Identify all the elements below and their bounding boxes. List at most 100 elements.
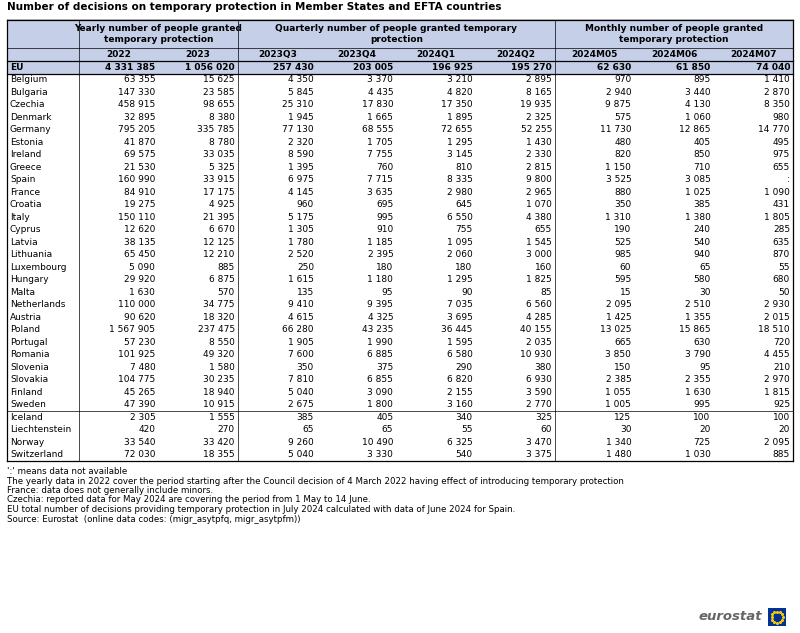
Text: 595: 595 bbox=[614, 275, 631, 284]
Text: 13 025: 13 025 bbox=[600, 325, 631, 334]
Text: 1 185: 1 185 bbox=[367, 238, 394, 247]
Text: 850: 850 bbox=[694, 150, 710, 160]
Text: 4 925: 4 925 bbox=[209, 200, 234, 210]
Text: 65: 65 bbox=[302, 425, 314, 434]
Text: 975: 975 bbox=[773, 150, 790, 160]
Text: 9 410: 9 410 bbox=[288, 300, 314, 310]
Text: 1 055: 1 055 bbox=[606, 388, 631, 397]
Text: 5 090: 5 090 bbox=[130, 263, 155, 272]
Text: 1 630: 1 630 bbox=[130, 288, 155, 297]
Text: 1 005: 1 005 bbox=[606, 400, 631, 410]
Text: 2 895: 2 895 bbox=[526, 75, 552, 84]
Text: 40 155: 40 155 bbox=[521, 325, 552, 334]
Text: 570: 570 bbox=[218, 288, 234, 297]
Text: 1 815: 1 815 bbox=[764, 388, 790, 397]
Text: 6 670: 6 670 bbox=[209, 225, 234, 234]
Text: 635: 635 bbox=[773, 238, 790, 247]
Text: 1 555: 1 555 bbox=[209, 413, 234, 422]
Text: 3 790: 3 790 bbox=[685, 350, 710, 360]
Text: 2 520: 2 520 bbox=[288, 250, 314, 260]
Text: 5 040: 5 040 bbox=[288, 388, 314, 397]
Text: 3 090: 3 090 bbox=[367, 388, 394, 397]
Text: 2 060: 2 060 bbox=[447, 250, 473, 260]
Text: EU total number of decisions providing temporary protection in July 2024 calcula: EU total number of decisions providing t… bbox=[7, 505, 515, 514]
Text: 480: 480 bbox=[614, 138, 631, 147]
Text: France: data does not generally include minors.: France: data does not generally include … bbox=[7, 486, 213, 495]
Text: 405: 405 bbox=[376, 413, 394, 422]
Bar bbox=[7, 61, 793, 73]
Text: 77 130: 77 130 bbox=[282, 125, 314, 134]
Text: Norway: Norway bbox=[10, 438, 44, 447]
Text: 30: 30 bbox=[699, 288, 710, 297]
Text: 1 480: 1 480 bbox=[606, 450, 631, 460]
Text: 196 925: 196 925 bbox=[432, 63, 473, 72]
Text: 1 310: 1 310 bbox=[606, 213, 631, 222]
Text: 66 280: 66 280 bbox=[282, 325, 314, 334]
Text: 90: 90 bbox=[461, 288, 473, 297]
Text: 1 410: 1 410 bbox=[764, 75, 790, 84]
Text: 1 595: 1 595 bbox=[446, 338, 473, 347]
Text: 104 775: 104 775 bbox=[118, 375, 155, 384]
Text: 1 380: 1 380 bbox=[685, 213, 710, 222]
Text: 810: 810 bbox=[455, 163, 473, 172]
Text: 135: 135 bbox=[297, 288, 314, 297]
Text: 1 295: 1 295 bbox=[447, 138, 473, 147]
Text: Number of decisions on temporary protection in Member States and EFTA countries: Number of decisions on temporary protect… bbox=[7, 2, 502, 12]
Text: 237 475: 237 475 bbox=[198, 325, 234, 334]
Text: 1 070: 1 070 bbox=[526, 200, 552, 210]
Text: Yearly number of people granted
temporary protection: Yearly number of people granted temporar… bbox=[74, 24, 242, 44]
Text: Malta: Malta bbox=[10, 288, 35, 297]
Text: 41 870: 41 870 bbox=[124, 138, 155, 147]
Text: 1 030: 1 030 bbox=[685, 450, 710, 460]
Text: 540: 540 bbox=[694, 238, 710, 247]
Text: 1 095: 1 095 bbox=[446, 238, 473, 247]
Text: 25 310: 25 310 bbox=[282, 100, 314, 110]
Text: 15 625: 15 625 bbox=[203, 75, 234, 84]
Text: 2 330: 2 330 bbox=[526, 150, 552, 160]
Text: 100: 100 bbox=[773, 413, 790, 422]
Text: Denmark: Denmark bbox=[10, 113, 51, 122]
Text: 1 990: 1 990 bbox=[367, 338, 394, 347]
Text: France: France bbox=[10, 188, 40, 197]
Text: Hungary: Hungary bbox=[10, 275, 49, 284]
Text: 2 970: 2 970 bbox=[764, 375, 790, 384]
Text: 580: 580 bbox=[694, 275, 710, 284]
Text: EU: EU bbox=[10, 63, 23, 72]
Text: 2023Q4: 2023Q4 bbox=[337, 50, 376, 59]
Text: 655: 655 bbox=[773, 163, 790, 172]
Text: 290: 290 bbox=[455, 363, 473, 372]
Text: 2 095: 2 095 bbox=[606, 300, 631, 310]
Text: Source: Eurostat  (online data codes: (migr_asytpfq, migr_asytpfm)): Source: Eurostat (online data codes: (mi… bbox=[7, 515, 301, 523]
Text: 2 305: 2 305 bbox=[130, 413, 155, 422]
Text: 665: 665 bbox=[614, 338, 631, 347]
Text: 6 975: 6 975 bbox=[288, 175, 314, 184]
Text: 405: 405 bbox=[694, 138, 710, 147]
Text: 12 210: 12 210 bbox=[203, 250, 234, 260]
Text: 2024M07: 2024M07 bbox=[730, 50, 777, 59]
Text: 1 580: 1 580 bbox=[209, 363, 234, 372]
Text: 885: 885 bbox=[218, 263, 234, 272]
Text: 110 000: 110 000 bbox=[118, 300, 155, 310]
Text: 2024Q2: 2024Q2 bbox=[496, 50, 535, 59]
Text: 3 590: 3 590 bbox=[526, 388, 552, 397]
Text: 6 855: 6 855 bbox=[367, 375, 394, 384]
Text: 4 380: 4 380 bbox=[526, 213, 552, 222]
Text: 203 005: 203 005 bbox=[353, 63, 394, 72]
Text: 34 775: 34 775 bbox=[203, 300, 234, 310]
Text: Czechia: reported data for May 2024 are covering the period from 1 May to 14 Jun: Czechia: reported data for May 2024 are … bbox=[7, 496, 370, 505]
Text: 8 590: 8 590 bbox=[288, 150, 314, 160]
Text: Austria: Austria bbox=[10, 313, 42, 322]
Text: 17 175: 17 175 bbox=[203, 188, 234, 197]
Text: 9 800: 9 800 bbox=[526, 175, 552, 184]
Text: 125: 125 bbox=[614, 413, 631, 422]
Text: 575: 575 bbox=[614, 113, 631, 122]
Text: 7 600: 7 600 bbox=[288, 350, 314, 360]
Text: 6 820: 6 820 bbox=[447, 375, 473, 384]
Text: 340: 340 bbox=[455, 413, 473, 422]
Text: 6 580: 6 580 bbox=[446, 350, 473, 360]
Text: 4 285: 4 285 bbox=[526, 313, 552, 322]
Text: 29 920: 29 920 bbox=[124, 275, 155, 284]
Text: 43 235: 43 235 bbox=[362, 325, 394, 334]
Text: 72 030: 72 030 bbox=[124, 450, 155, 460]
Text: 1 395: 1 395 bbox=[288, 163, 314, 172]
